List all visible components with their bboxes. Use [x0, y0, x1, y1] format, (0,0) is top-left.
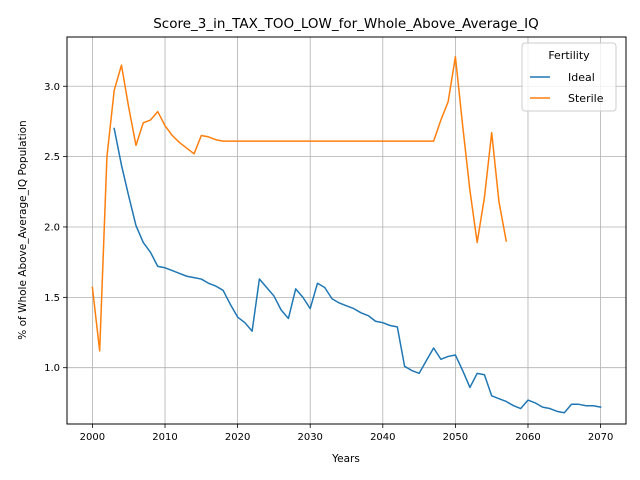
y-tick-label: 2.0	[44, 222, 60, 233]
x-tick-label: 2020	[225, 432, 250, 443]
legend-title: Fertility	[548, 49, 590, 62]
x-tick-label: 2040	[370, 432, 395, 443]
legend-label-ideal: Ideal	[568, 71, 595, 84]
x-tick-label: 2050	[443, 432, 468, 443]
x-axis-label: Years	[331, 453, 360, 465]
x-axis-ticks: 2000 2010 2020 2030 2040 2050 2060 2070	[80, 424, 613, 443]
y-tick-label: 1.5	[44, 293, 60, 304]
series-layer	[91, 55, 602, 414]
x-tick-label: 2070	[588, 432, 613, 443]
y-axis-ticks: 1.0 1.5 2.0 2.5 3.0	[44, 82, 67, 374]
y-tick-label: 1.0	[44, 363, 60, 374]
legend-label-sterile: Sterile	[568, 92, 604, 105]
series-line-ideal	[113, 127, 602, 414]
x-tick-label: 2060	[515, 432, 540, 443]
x-tick-label: 2030	[297, 432, 322, 443]
x-tick-label: 2010	[152, 432, 177, 443]
legend: Fertility Ideal Sterile	[521, 42, 617, 112]
x-tick-label: 2000	[80, 432, 105, 443]
plot-frame	[66, 36, 627, 425]
series-line-sterile	[91, 55, 508, 352]
y-tick-label: 3.0	[44, 82, 60, 93]
legend-box	[521, 42, 617, 112]
y-tick-label: 2.5	[44, 152, 60, 163]
chart-title: Score_3_in_TAX_TOO_LOW_for_Whole_Above_A…	[153, 16, 539, 32]
y-axis-label: % of Whole Above_Average_IQ Population	[17, 120, 29, 339]
